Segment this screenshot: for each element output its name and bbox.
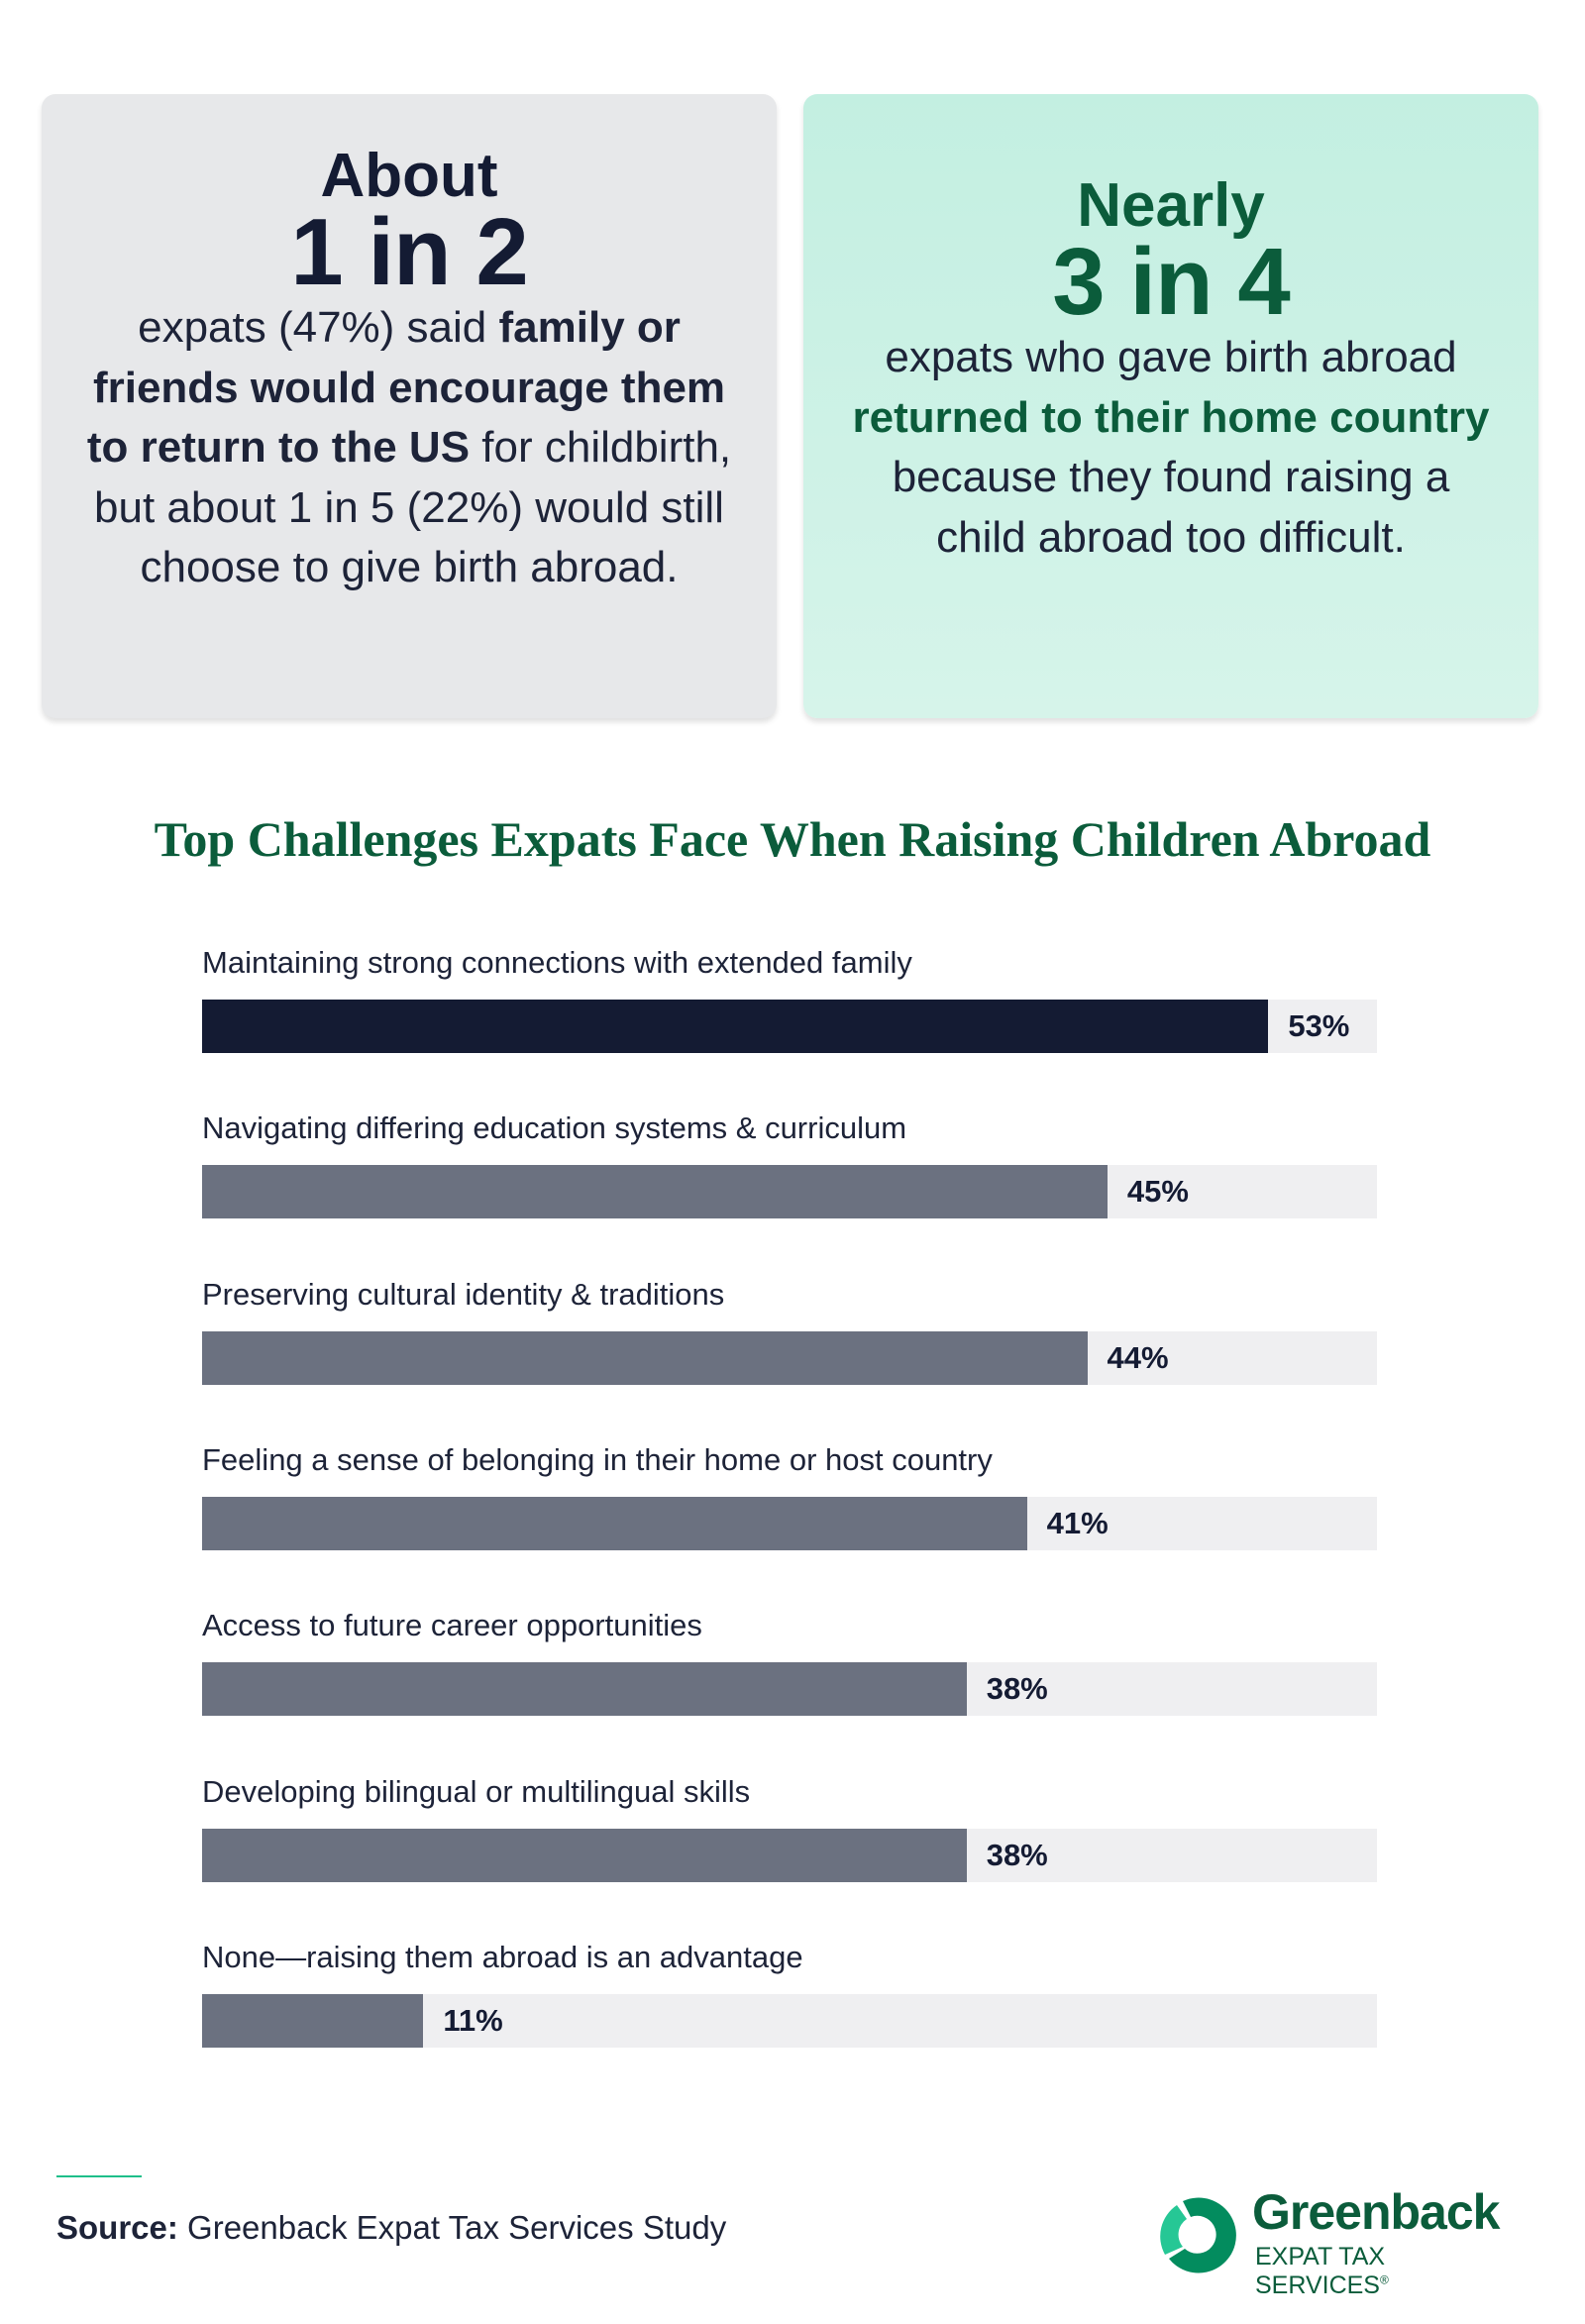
logo-name: Greenback (1252, 2184, 1500, 2240)
bar-row: Preserving cultural identity & tradition… (202, 1275, 1377, 1385)
card-lead: About (320, 142, 498, 210)
card-text-plain: expats (47%) said (138, 303, 499, 352)
bar-label: Developing bilingual or multilingual ski… (202, 1773, 751, 1809)
bar (202, 1828, 967, 1882)
bar-label: Access to future career opportunities (202, 1608, 702, 1643)
registered-mark: ® (1379, 2272, 1389, 2287)
bar-value-label: 41% (1046, 1505, 1109, 1540)
bar-value-label: 53% (1288, 1008, 1350, 1043)
card-text-plain: expats who gave birth abroad (885, 333, 1457, 381)
bar-row: Navigating differing education systems &… (202, 1109, 1377, 1219)
stat-card-right: Nearly 3 in 4 expats who gave birth abro… (803, 94, 1538, 718)
stat-card-left: About 1 in 2 expats (47%) said family or… (42, 94, 777, 718)
bar-value-label: 45% (1126, 1174, 1189, 1210)
bar-value-label: 11% (443, 2002, 503, 2038)
card-text-plain: for childbirth, but about 1 in 5 (22%) w… (94, 423, 732, 591)
bar-row: Access to future career opportunities 38% (202, 1606, 1377, 1717)
bar-value-label: 38% (986, 1837, 1048, 1872)
source-text: Greenback Expat Tax Services Study (177, 2209, 727, 2246)
bar (202, 1662, 967, 1717)
footer-divider (56, 2175, 142, 2177)
bar-track: 38% (202, 1662, 1377, 1717)
bar (202, 1000, 1269, 1053)
bar-track: 44% (202, 1330, 1377, 1385)
bar-track: 45% (202, 1165, 1377, 1219)
bar-track: 11% (202, 1993, 1377, 2048)
logo-tagline-text: EXPAT TAX SERVICES (1255, 2243, 1386, 2299)
logo-ring-icon (1160, 2197, 1236, 2273)
card-text: expats (47%) said family or friends woul… (81, 298, 737, 598)
greenback-logo: Greenback EXPAT TAX SERVICES® (1157, 2184, 1524, 2299)
card-stat: 1 in 2 (290, 199, 528, 305)
bar-track: 41% (202, 1496, 1377, 1550)
chart-title: Top Challenges Expats Face When Raising … (154, 811, 1431, 867)
logo-tagline: EXPAT TAX SERVICES® (1255, 2243, 1524, 2300)
bar-row: Maintaining strong connections with exte… (202, 943, 1377, 1053)
bar (202, 1993, 424, 2048)
bar-row: Feeling a sense of belonging in their ho… (202, 1440, 1377, 1550)
bar-label: Feeling a sense of belonging in their ho… (202, 1441, 993, 1477)
card-text-plain: because they found raising a child abroa… (892, 453, 1450, 562)
source-note: Source: Greenback Expat Tax Services Stu… (56, 2209, 726, 2247)
bar-value-label: 44% (1107, 1339, 1169, 1375)
source-label: Source: (56, 2209, 178, 2246)
bar-label: Maintaining strong connections with exte… (202, 945, 912, 980)
card-stat: 3 in 4 (1052, 229, 1290, 335)
card-lead: Nearly (1077, 171, 1265, 240)
bar-track: 38% (202, 1828, 1377, 1882)
card-text: expats who gave birth abroad returned to… (843, 328, 1499, 568)
card-text-bold: family or friends would encourage them t… (86, 303, 726, 472)
bar-value-label: 38% (986, 1671, 1048, 1707)
bar-row: None—raising them abroad is an advantage… (202, 1938, 1377, 2048)
bar-row: Developing bilingual or multilingual ski… (202, 1772, 1377, 1882)
bar-label: None—raising them abroad is an advantage (202, 1939, 803, 1974)
bar-label: Navigating differing education systems &… (202, 1110, 907, 1146)
bar (202, 1496, 1027, 1550)
bar-label: Preserving cultural identity & tradition… (202, 1276, 725, 1312)
bar (202, 1165, 1108, 1219)
bar (202, 1330, 1088, 1385)
card-text-bold: returned to their home country (852, 392, 1490, 442)
bar-track: 53% (202, 1000, 1377, 1053)
